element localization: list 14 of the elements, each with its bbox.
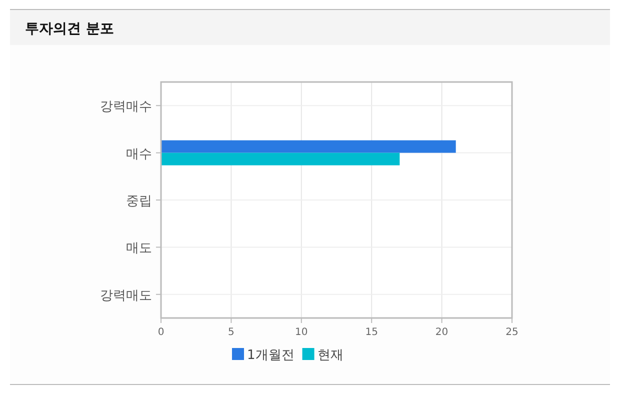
y-tick-label: 강력매도 [100, 288, 152, 304]
x-tick-label: 25 [506, 327, 518, 338]
x-tick-label: 15 [365, 327, 378, 338]
chart-title: 투자의견 분포 [25, 21, 114, 37]
x-tick-label: 0 [158, 327, 164, 338]
y-tick-label: 매수 [126, 146, 152, 162]
legend-label: 1개월전 [247, 348, 294, 363]
y-tick-label: 강력매수 [100, 100, 152, 115]
x-tick-label: 10 [295, 327, 308, 338]
x-tick-label: 5 [228, 327, 234, 338]
legend-label: 현재 [317, 348, 344, 363]
y-tick-label: 매도 [126, 241, 152, 256]
y-tick-label: 중립 [126, 194, 152, 209]
x-tick-label: 20 [435, 327, 448, 338]
